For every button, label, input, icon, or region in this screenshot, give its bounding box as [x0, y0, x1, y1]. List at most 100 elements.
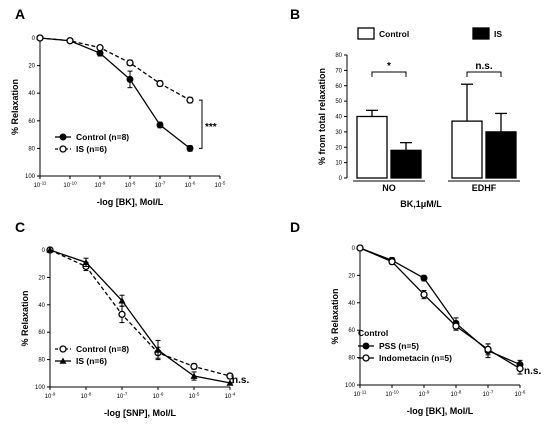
data-point — [96, 44, 104, 52]
legend: Control (n=8) IS (n=6) — [55, 344, 129, 366]
legend-label: IS — [494, 29, 502, 39]
panel-letter: D — [290, 219, 300, 235]
x-tick-label: 10-9 — [95, 181, 106, 190]
data-point — [118, 310, 126, 319]
legend-swatch — [472, 27, 490, 40]
x-tick-label: 10-6 — [153, 392, 164, 401]
y-tick-label: 30 — [335, 130, 342, 136]
panel-letter: B — [290, 6, 300, 22]
data-point — [36, 34, 44, 42]
legend-swatch — [357, 27, 375, 40]
bar — [451, 120, 483, 179]
legend-label: Control — [379, 29, 409, 39]
y-tick-label: 70 — [335, 68, 342, 74]
data-point — [420, 274, 428, 282]
series-1 — [46, 246, 234, 380]
data-point — [46, 246, 54, 253]
y-tick-label: 0 — [32, 36, 36, 42]
data-point — [190, 372, 198, 379]
group-label: EDHF — [472, 183, 497, 193]
bar-group-edhf: EDHF n.s. — [448, 61, 520, 193]
y-tick-label: 10 — [335, 161, 342, 167]
data-point — [126, 75, 134, 83]
x-axis-title: -log [BK], Mol/L — [407, 406, 474, 416]
bar — [390, 149, 422, 179]
y-axis-title: % Relaxation — [20, 290, 30, 346]
y-tick-label: 40 — [28, 91, 35, 97]
significance-label: n.s. — [232, 375, 249, 386]
y-axis-title: % Relaxation — [330, 288, 340, 344]
bar — [356, 115, 388, 179]
x-tick-label: 10-5 — [189, 392, 200, 401]
legend-marker — [362, 342, 370, 350]
legend-label: Control (n=8) — [76, 132, 129, 142]
data-point — [190, 362, 198, 371]
series-2 — [46, 246, 234, 386]
significance-label: n.s. — [524, 366, 541, 377]
significance-bracket — [466, 71, 502, 77]
panel-letter: C — [15, 219, 25, 235]
y-axis-title: % Relaxation — [10, 79, 20, 135]
legend-marker — [59, 345, 67, 353]
y-tick-label: 80 — [28, 146, 35, 152]
series-line — [39, 37, 191, 149]
data-point — [226, 379, 234, 386]
series-line — [49, 249, 231, 377]
legend-marker — [59, 145, 67, 153]
y-tick-label: 20 — [335, 145, 342, 151]
x-tick-label: 10-9 — [45, 392, 56, 401]
y-tick-label: 20 — [38, 275, 45, 281]
y-tick-label: 20 — [28, 64, 35, 70]
legend-title: Control — [358, 328, 388, 338]
data-point — [126, 59, 134, 67]
data-point — [186, 96, 194, 104]
significance-bracket — [231, 375, 234, 384]
x-tick-label: 10-4 — [225, 392, 236, 401]
series-line — [39, 37, 191, 101]
y-tick-label: 100 — [345, 383, 356, 389]
x-tick-label: 10-6 — [515, 390, 526, 399]
data-point — [484, 345, 492, 354]
y-tick-label: 60 — [28, 119, 35, 125]
data-point — [186, 144, 194, 152]
x-tick-label: 10-10 — [63, 181, 77, 190]
significance-label: n.s. — [475, 61, 492, 72]
x-tick-label: 10-8 — [125, 181, 136, 190]
data-point — [154, 346, 162, 353]
legend-label: IS (n=6) — [76, 144, 107, 154]
significance-label: *** — [205, 122, 217, 133]
legend-marker — [362, 354, 370, 362]
x-tick-label: 10-7 — [483, 390, 494, 399]
legend-label: IS (n=6) — [76, 356, 107, 366]
data-point — [452, 322, 460, 330]
x-axis-title: -log [SNP], Mol/L — [104, 408, 176, 418]
legend-label: Indometacin (n=5) — [379, 353, 452, 363]
series-2 — [356, 244, 524, 375]
legend-marker — [59, 357, 67, 364]
x-axis-title: BK,1μM/L — [400, 199, 442, 209]
data-point — [118, 297, 126, 304]
x-tick-label: 10-11 — [34, 181, 47, 190]
y-tick-label: 40 — [335, 115, 342, 121]
legend: Control PSS (n=5) Indometacin (n=5) — [358, 328, 452, 363]
legend-label: PSS (n=5) — [379, 341, 419, 351]
x-tick-label: 10-5 — [215, 181, 226, 190]
data-point — [516, 364, 524, 373]
y-tick-label: 60 — [38, 330, 45, 336]
chart-panel-b: B 0 10 20 30 40 50 60 70 80 % from total relaxatio… — [290, 6, 520, 209]
x-tick-label: 10-7 — [155, 181, 166, 190]
y-axis-title: % from total relaxation — [317, 68, 327, 165]
group-label: NO — [382, 183, 396, 193]
x-tick-label: 10-7 — [117, 392, 128, 401]
y-tick-label: 80 — [38, 358, 45, 364]
x-tick-label: 10-11 — [354, 390, 367, 399]
data-point — [356, 244, 364, 252]
series-line — [49, 249, 231, 384]
y-tick-label: 60 — [335, 84, 342, 90]
significance-bracket — [371, 71, 407, 77]
y-tick-label: 40 — [348, 301, 355, 307]
